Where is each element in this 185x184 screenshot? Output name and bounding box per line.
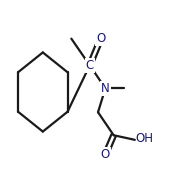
Text: O: O xyxy=(101,148,110,161)
Text: C: C xyxy=(86,59,94,72)
Text: OH: OH xyxy=(136,132,154,145)
Text: N: N xyxy=(101,82,110,95)
Text: O: O xyxy=(96,32,105,45)
